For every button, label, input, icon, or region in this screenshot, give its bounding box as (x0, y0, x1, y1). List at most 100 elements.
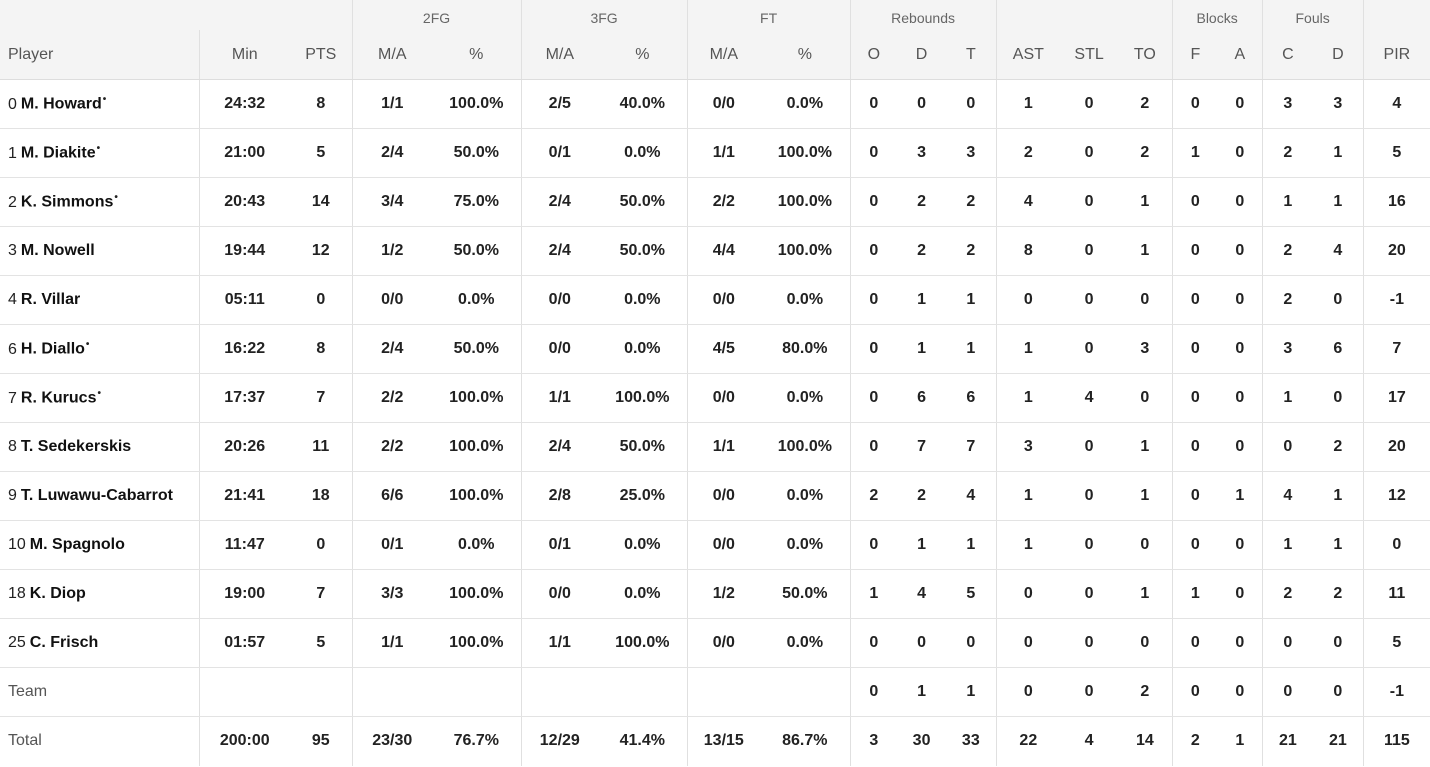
stat-cell: 21:00 (198, 128, 290, 178)
player-cell: 18 K. Diop (0, 569, 199, 619)
stat-cell: 0 (1060, 324, 1119, 374)
stat-cell: 1/2 (351, 226, 433, 276)
stat-cell: 0/1 (520, 128, 599, 178)
stat-cell: 12 (1362, 471, 1430, 521)
stat-cell: 50.0% (432, 226, 522, 276)
stat-cell: 05:11 (198, 275, 290, 325)
group-header: Fouls (1261, 0, 1364, 30)
column-header: O (849, 30, 898, 80)
stat-cell: 6 (1313, 324, 1364, 374)
stat-cell: 0 (1060, 79, 1119, 129)
stat-cell: 0/1 (351, 520, 433, 570)
column-header: % (432, 30, 522, 80)
stat-cell: 2 (897, 177, 947, 227)
stat-cell: 0 (897, 79, 947, 129)
stat-cell: 100.0% (760, 128, 851, 178)
stat-cell: 1 (995, 324, 1061, 374)
stat-cell: 0 (849, 324, 898, 374)
player-row: 1 M. Diakite• 21:00 5 2/4 50.0% 0/1 0.0% 1/1 100.… (0, 128, 1430, 178)
stat-cell: 0 (849, 373, 898, 423)
player-name[interactable]: M. Spagnolo (29, 536, 125, 553)
stat-cell: 2 (946, 177, 997, 227)
stat-cell: 0 (1171, 422, 1219, 472)
player-name[interactable]: H. Diallo (20, 340, 85, 358)
stat-cell: 0 (290, 520, 353, 570)
player-name[interactable]: M. Diakite (20, 144, 96, 162)
player-number: 9 (8, 487, 17, 504)
stat-cell: 5 (1362, 618, 1430, 668)
stat-cell: 1 (1235, 732, 1245, 750)
stat-cell: 1 (946, 324, 997, 374)
column-header: M/A (351, 30, 433, 80)
player-number: 7 (8, 389, 17, 407)
group-header-blank (995, 0, 1173, 30)
column-header: Min (198, 30, 290, 80)
stat-cell: 5 (946, 569, 997, 619)
player-row: 25 C. Frisch 01:57 5 1/1 100.0% 1/1 100.0% 0/0 0.… (0, 618, 1430, 668)
stat-cell: 0 (1171, 667, 1219, 717)
player-name[interactable]: M. Nowell (20, 242, 95, 259)
player-name[interactable]: C. Frisch (29, 634, 99, 651)
player-name[interactable]: R. Kurucs (20, 389, 97, 407)
stat-cell: 1 (995, 471, 1061, 521)
column-header: A (1218, 30, 1263, 80)
stat-cell: 2 (1313, 422, 1364, 472)
stat-cell: 2 (1261, 226, 1314, 276)
stat-cell: 01:57 (198, 618, 290, 668)
stat-cell: 50.0% (598, 177, 688, 227)
stat-cell: 4/5 (686, 324, 761, 374)
stat-cell: 1 (946, 520, 997, 570)
stat-cell: 0 (1218, 324, 1263, 374)
stat-cell: 2 (1118, 128, 1173, 178)
column-header: TO (1118, 30, 1173, 80)
stat-cell: 1/1 (686, 128, 761, 178)
stat-cell: 3 (1313, 79, 1364, 129)
stat-cell: -1 (1362, 275, 1430, 325)
stat-cell: 0/0 (686, 275, 761, 325)
stat-cell: 2/4 (520, 422, 599, 472)
stat-cell: 75.0% (432, 177, 522, 227)
player-name[interactable]: R. Villar (20, 291, 81, 308)
stat-cell: 7 (290, 373, 353, 423)
player-name[interactable]: K. Simmons (20, 193, 114, 211)
stat-cell: 0/0 (686, 618, 761, 668)
stat-cell: 3/3 (351, 569, 433, 619)
stat-cell: 0.0% (598, 569, 688, 619)
stat-cell: 0 (849, 275, 898, 325)
stat-cell: 100.0% (760, 226, 851, 276)
group-header: FT (686, 0, 851, 30)
stat-cell: 3 (995, 422, 1061, 472)
stat-cell: 100.0% (432, 471, 522, 521)
stat-cell: 0 (1171, 471, 1219, 521)
player-cell: 9 T. Luwawu-Cabarrot (0, 471, 199, 521)
stat-cell: 0 (1060, 520, 1119, 570)
stat-cell: 0 (1218, 569, 1263, 619)
stat-cell: 41.4% (619, 732, 665, 750)
stat-cell: 0/0 (520, 324, 599, 374)
stat-cell: 100.0% (432, 618, 522, 668)
stat-cell: 86.7% (782, 732, 828, 750)
player-name[interactable]: T. Sedekerskis (20, 438, 132, 455)
player-name[interactable]: T. Luwawu-Cabarrot (20, 487, 173, 504)
stat-cell: 2/4 (351, 324, 433, 374)
player-name[interactable]: K. Diop (29, 585, 86, 602)
stat-cell: 7 (1362, 324, 1430, 374)
stat-cell: 0 (1218, 79, 1263, 129)
player-cell: 25 C. Frisch (0, 618, 199, 668)
player-name[interactable]: M. Howard (20, 95, 102, 113)
player-row: 0 M. Howard• 24:32 8 1/1 100.0% 2/5 40.0% 0/0 0.0… (0, 79, 1430, 129)
group-header: 2FG (351, 0, 522, 30)
stat-cell: 1/1 (520, 618, 599, 668)
stat-cell: 0 (1118, 618, 1173, 668)
stat-cell: 0 (1171, 79, 1219, 129)
player-cell: 0 M. Howard• (0, 79, 199, 129)
stat-cell: 100.0% (432, 569, 522, 619)
stat-cell: 1 (995, 373, 1061, 423)
stat-cell: 0.0% (432, 520, 522, 570)
starter-mark: • (96, 143, 101, 155)
stat-cell: 20 (1362, 422, 1430, 472)
stat-cell: 3 (849, 716, 898, 766)
stat-cell: 1 (897, 275, 947, 325)
stat-cell: 0 (849, 422, 898, 472)
stat-cell: 19:44 (198, 226, 290, 276)
